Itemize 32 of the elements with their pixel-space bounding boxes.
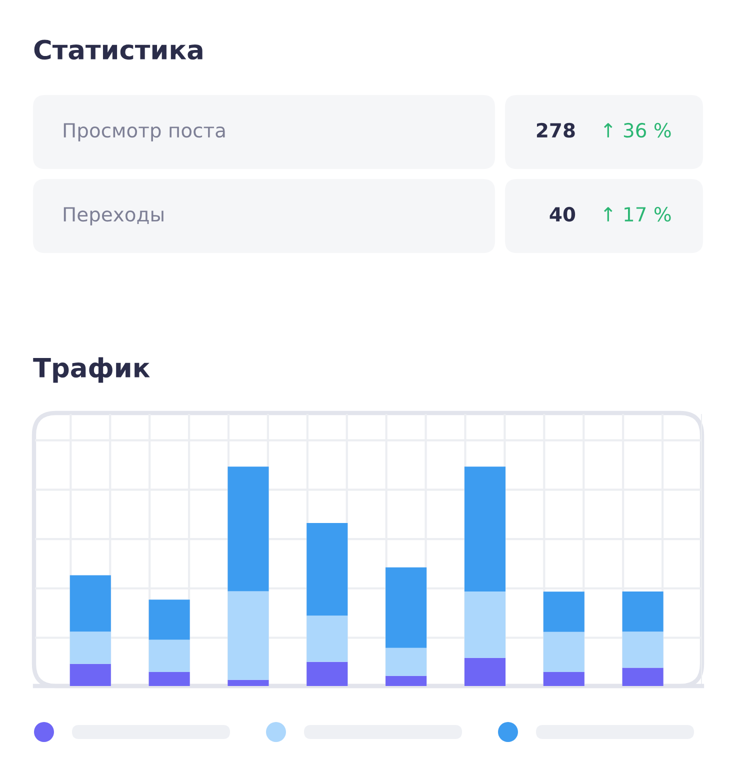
bar bbox=[148, 672, 190, 686]
bar bbox=[386, 676, 427, 686]
bar bbox=[386, 567, 427, 648]
text: ↑ 17 % bbox=[604, 206, 671, 222]
bar bbox=[228, 591, 269, 680]
bar bbox=[464, 591, 506, 658]
text: Просмотр поста bbox=[64, 123, 225, 142]
bar bbox=[306, 662, 348, 686]
bar bbox=[543, 632, 584, 672]
bar bbox=[148, 640, 190, 672]
bar bbox=[70, 575, 111, 632]
bar bbox=[386, 648, 427, 676]
bar bbox=[543, 592, 584, 632]
bar bbox=[622, 668, 664, 686]
bar bbox=[543, 672, 584, 686]
bar bbox=[464, 658, 506, 686]
bar bbox=[306, 616, 348, 662]
text: ↑ 36 % bbox=[604, 122, 671, 138]
bar bbox=[148, 600, 190, 640]
bar bbox=[70, 632, 111, 664]
text: 278 bbox=[536, 122, 575, 138]
bar bbox=[622, 632, 664, 668]
text: 40 bbox=[550, 206, 576, 222]
bar bbox=[622, 591, 664, 632]
bar bbox=[228, 466, 269, 592]
text: Переходы bbox=[64, 207, 164, 226]
bar bbox=[70, 664, 111, 686]
bar bbox=[306, 523, 348, 616]
bar bbox=[464, 466, 506, 592]
text: Статистика bbox=[34, 40, 202, 60]
chart-title: Трафик bbox=[33, 357, 150, 383]
bar bbox=[228, 680, 269, 686]
